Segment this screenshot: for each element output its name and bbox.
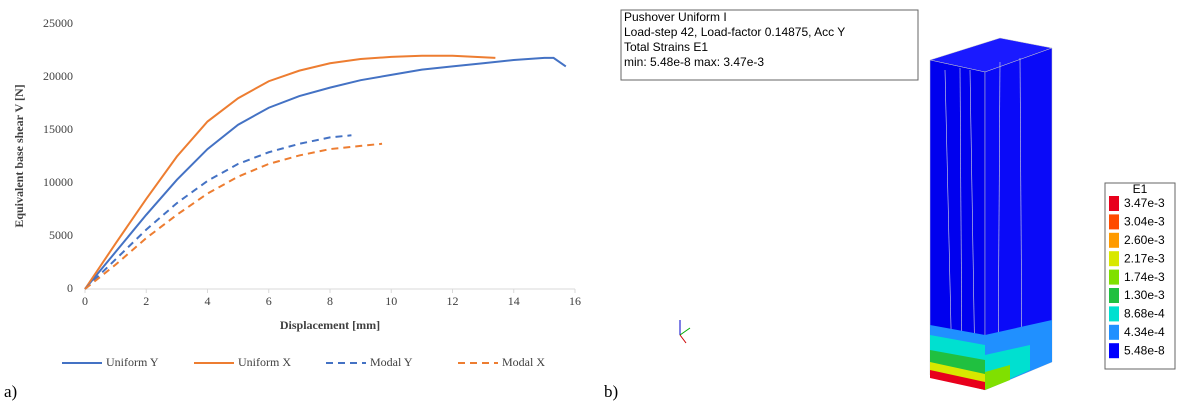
contour-swatch xyxy=(1109,251,1119,266)
contour-swatch xyxy=(1109,233,1119,248)
contour-label: 3.47e-3 xyxy=(1124,196,1165,210)
contour-label: 1.30e-3 xyxy=(1124,288,1165,302)
y-tick-label: 5000 xyxy=(49,228,73,242)
x-axis-label: Displacement [mm] xyxy=(280,318,380,332)
contour-swatch xyxy=(1109,288,1119,303)
x-tick-label: 12 xyxy=(447,294,459,308)
x-tick-label: 10 xyxy=(385,294,397,308)
contour-label: 1.74e-3 xyxy=(1124,270,1165,284)
contour-swatch xyxy=(1109,306,1119,321)
contour-swatch xyxy=(1109,325,1119,340)
series-line xyxy=(85,135,351,289)
contour-label: 3.04e-3 xyxy=(1124,215,1165,229)
contour-label: 8.68e-4 xyxy=(1124,307,1165,321)
contour-swatch xyxy=(1109,196,1119,211)
axis-triad xyxy=(680,320,690,343)
x-tick-label: 2 xyxy=(143,294,149,308)
y-tick-label: 15000 xyxy=(43,122,73,136)
contour-swatch xyxy=(1109,343,1119,358)
legend-label: Uniform Y xyxy=(106,355,159,369)
info-line: Load-step 42, Load-factor 0.14875, Acc Y xyxy=(624,25,845,39)
y-tick-label: 20000 xyxy=(43,69,73,83)
legend-label: Modal X xyxy=(502,355,545,369)
contour-label: 4.34e-4 xyxy=(1124,325,1165,339)
x-tick-label: 16 xyxy=(569,294,581,308)
contour-label: 2.17e-3 xyxy=(1124,251,1165,265)
figure: Displacement [mm] Equivalent base shear … xyxy=(0,0,1182,403)
x-tick-label: 4 xyxy=(205,294,211,308)
y-axis-label: Equivalent base shear V [N] xyxy=(12,84,26,227)
series-line xyxy=(85,58,566,289)
info-line: Pushover Uniform I xyxy=(624,10,727,24)
info-line: min: 5.48e-8 max: 3.47e-3 xyxy=(624,55,764,69)
x-tick-label: 0 xyxy=(82,294,88,308)
x-tick-label: 6 xyxy=(266,294,272,308)
panel-label: a) xyxy=(4,382,17,401)
contour-legend-title: E1 xyxy=(1133,182,1148,196)
column-model xyxy=(930,38,1052,390)
x-tick-label: 8 xyxy=(327,294,333,308)
contour-label: 5.48e-8 xyxy=(1124,343,1165,357)
y-tick-label: 10000 xyxy=(43,175,73,189)
y-tick-label: 25000 xyxy=(43,16,73,30)
contour-swatch xyxy=(1109,270,1119,285)
y-tick-label: 0 xyxy=(67,281,73,295)
series-line xyxy=(85,56,495,289)
panel-label: b) xyxy=(604,382,618,401)
info-line: Total Strains E1 xyxy=(624,40,708,54)
legend-label: Modal Y xyxy=(370,355,413,369)
legend-label: Uniform X xyxy=(238,355,291,369)
contour-label: 2.60e-3 xyxy=(1124,233,1165,247)
x-tick-label: 14 xyxy=(508,294,520,308)
contour-swatch xyxy=(1109,214,1119,229)
